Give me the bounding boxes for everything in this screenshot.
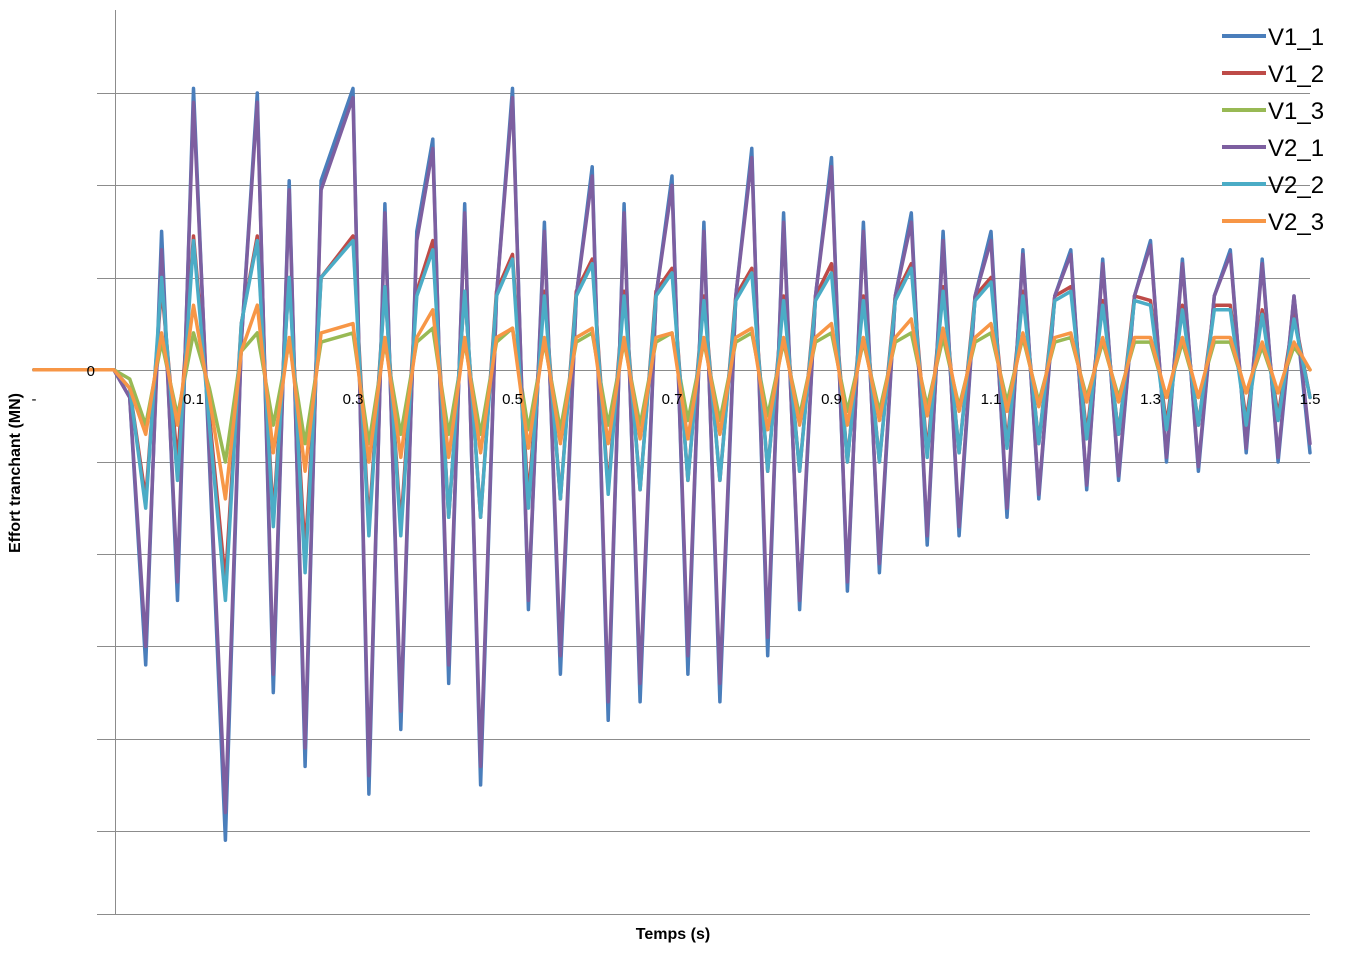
series-line-v2-3 — [32, 303, 1312, 501]
x-tick-label-7: 1.3 — [1140, 391, 1161, 408]
legend: V1_1 V1_2 V1_3 V2_1 V2_2 V2_3 — [1222, 24, 1324, 236]
series-lines — [32, 86, 1312, 842]
x-tick-label-1: 0.1 — [183, 391, 204, 408]
legend-label-0: V1_1 — [1268, 24, 1324, 51]
legend-label-2: V1_3 — [1268, 98, 1324, 125]
x-tick-label-4: 0.7 — [662, 391, 683, 408]
legend-label-4: V2_2 — [1268, 172, 1324, 199]
x-tick-label-3: 0.5 — [502, 391, 523, 408]
x-axis-title: Temps (s) — [636, 926, 710, 943]
tick-labels: - 0.1 0.3 0.5 0.7 0.9 1.1 1.3 1.5 0 — [32, 363, 1321, 408]
x-tick-label-0: - — [32, 391, 37, 408]
legend-label-5: V2_3 — [1268, 209, 1324, 236]
legend-label-3: V2_1 — [1268, 135, 1324, 162]
x-tick-label-6: 1.1 — [981, 391, 1002, 408]
y-axis-title: Effort tranchant (MN) — [7, 393, 24, 553]
y-tick-label-0: 0 — [87, 363, 95, 380]
x-tick-label-2: 0.3 — [343, 391, 364, 408]
axes — [97, 10, 1310, 915]
x-tick-label-5: 0.9 — [821, 391, 842, 408]
series-line-v2-2 — [32, 238, 1312, 603]
x-tick-label-8: 1.5 — [1300, 391, 1321, 408]
legend-label-1: V1_2 — [1268, 61, 1324, 88]
